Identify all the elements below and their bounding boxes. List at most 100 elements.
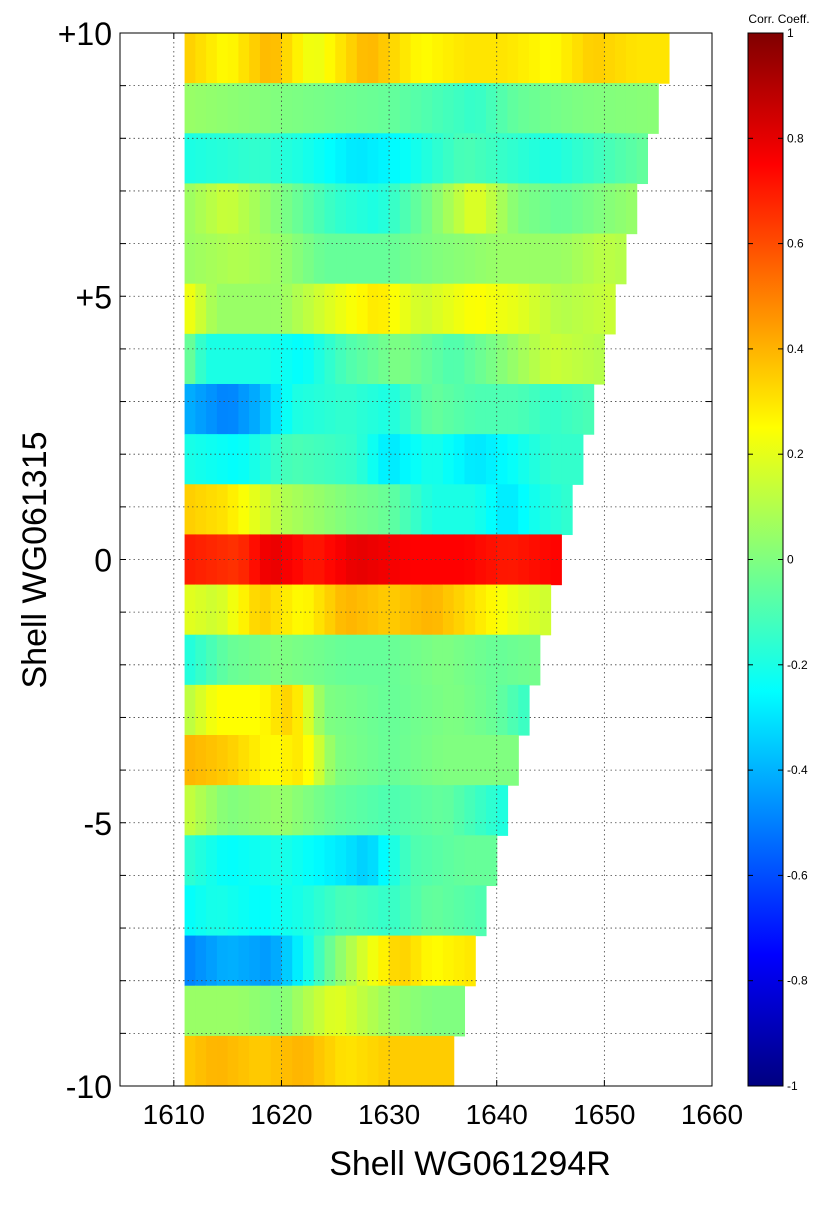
heatmap-cell	[399, 33, 412, 84]
heatmap-cell	[324, 233, 336, 285]
heatmap-cell	[324, 1035, 336, 1087]
heatmap-cell	[356, 835, 369, 887]
heatmap-cell	[518, 33, 530, 84]
heatmap-cell	[399, 133, 412, 185]
heatmap-cell	[518, 384, 530, 435]
heatmap-cell	[399, 785, 412, 836]
y-axis-label: Shell WG061315	[16, 431, 54, 688]
heatmap-cell	[421, 835, 433, 887]
heatmap-cell	[496, 183, 509, 235]
heatmap-cell	[184, 83, 196, 134]
heatmap-cell	[335, 283, 347, 335]
heatmap-cell	[292, 233, 304, 285]
heatmap-cell	[453, 233, 466, 285]
heatmap-cell	[539, 83, 552, 134]
heatmap-cell	[464, 434, 476, 485]
y-tick-label: +5	[76, 279, 112, 315]
heatmap-cell	[195, 183, 207, 235]
heatmap-cell	[604, 283, 616, 335]
colorbar-gradient	[747, 32, 784, 1087]
heatmap-cell	[259, 1035, 272, 1087]
heatmap-cell	[249, 684, 261, 736]
heatmap-cell	[206, 283, 218, 335]
heatmap-cell	[442, 785, 455, 836]
heatmap-cell	[216, 935, 229, 987]
heatmap-cell	[292, 634, 304, 686]
heatmap-cell	[550, 233, 562, 285]
heatmap-cell	[378, 434, 390, 485]
heatmap-cell	[464, 684, 476, 736]
heatmap-cell	[485, 333, 498, 385]
heatmap-cell	[302, 835, 315, 887]
heatmap-cell	[270, 83, 283, 134]
heatmap-cell	[249, 985, 261, 1037]
heatmap-cell	[399, 283, 412, 335]
heatmap-cell	[356, 785, 369, 836]
heatmap-cell	[292, 684, 304, 736]
heatmap-cell	[356, 484, 369, 536]
heatmap-cell	[292, 985, 304, 1037]
heatmap-cell	[378, 133, 390, 185]
heatmap-cell	[281, 1035, 293, 1087]
heatmap-cell	[389, 785, 401, 836]
heatmap-cell	[561, 434, 573, 485]
colorbar-tick-label: -1	[787, 1079, 798, 1093]
x-tick-label: 1620	[250, 1099, 312, 1130]
heatmap-cell	[507, 384, 519, 435]
heatmap-cell	[216, 735, 229, 786]
heatmap-cell	[410, 333, 422, 385]
heatmap-cell	[292, 83, 304, 134]
heatmap-cell	[399, 534, 412, 586]
heatmap-cell	[464, 785, 476, 836]
heatmap-cell	[206, 534, 218, 586]
heatmap-cell	[302, 1035, 315, 1087]
heatmap-cell	[453, 484, 466, 536]
heatmap-cell	[324, 634, 336, 686]
heatmap-cell	[615, 233, 627, 285]
heatmap-cell	[356, 534, 369, 586]
heatmap-cell	[259, 33, 272, 84]
heatmap-cell	[356, 885, 369, 937]
heatmap-cell	[410, 634, 422, 686]
heatmap-cell	[572, 283, 584, 335]
heatmap-cell	[378, 233, 390, 285]
heatmap-cell	[485, 534, 498, 586]
heatmap-cell	[313, 935, 326, 987]
heatmap-cell	[453, 885, 466, 937]
heatmap-cell	[206, 684, 218, 736]
heatmap-cell	[216, 684, 229, 736]
heatmap-cell	[346, 484, 358, 536]
heatmap-cell	[346, 183, 358, 235]
heatmap-cell	[378, 785, 390, 836]
heatmap-cell	[238, 1035, 250, 1087]
heatmap-cell	[485, 434, 498, 485]
heatmap-cell	[227, 183, 239, 235]
heatmap-cell	[389, 384, 401, 435]
heatmap-cell	[432, 885, 444, 937]
heatmap-cell	[582, 384, 595, 435]
heatmap-cell	[432, 133, 444, 185]
heatmap-cell	[421, 83, 433, 134]
heatmap-cell	[496, 735, 509, 786]
heatmap-cell	[367, 133, 379, 185]
heatmap-cell	[399, 985, 412, 1037]
heatmap-cell	[367, 233, 379, 285]
heatmap-cell	[507, 684, 519, 736]
heatmap-cell	[410, 1035, 422, 1087]
heatmap-cell	[518, 183, 530, 235]
heatmap-cell	[238, 233, 250, 285]
heatmap-cell	[356, 233, 369, 285]
heatmap-cell	[238, 534, 250, 586]
heatmap-cell	[292, 735, 304, 786]
heatmap-cell	[238, 885, 250, 937]
heatmap-cell	[475, 885, 487, 937]
heatmap-cell	[518, 584, 530, 636]
heatmap-cell	[442, 133, 455, 185]
heatmap-cell	[324, 484, 336, 536]
colorbar-tick-label: -0.4	[787, 763, 808, 777]
heatmap-cell	[593, 133, 605, 185]
heatmap-cell	[281, 434, 293, 485]
heatmap-cell	[410, 434, 422, 485]
heatmap-cell	[464, 584, 476, 636]
heatmap-cell	[335, 634, 347, 686]
